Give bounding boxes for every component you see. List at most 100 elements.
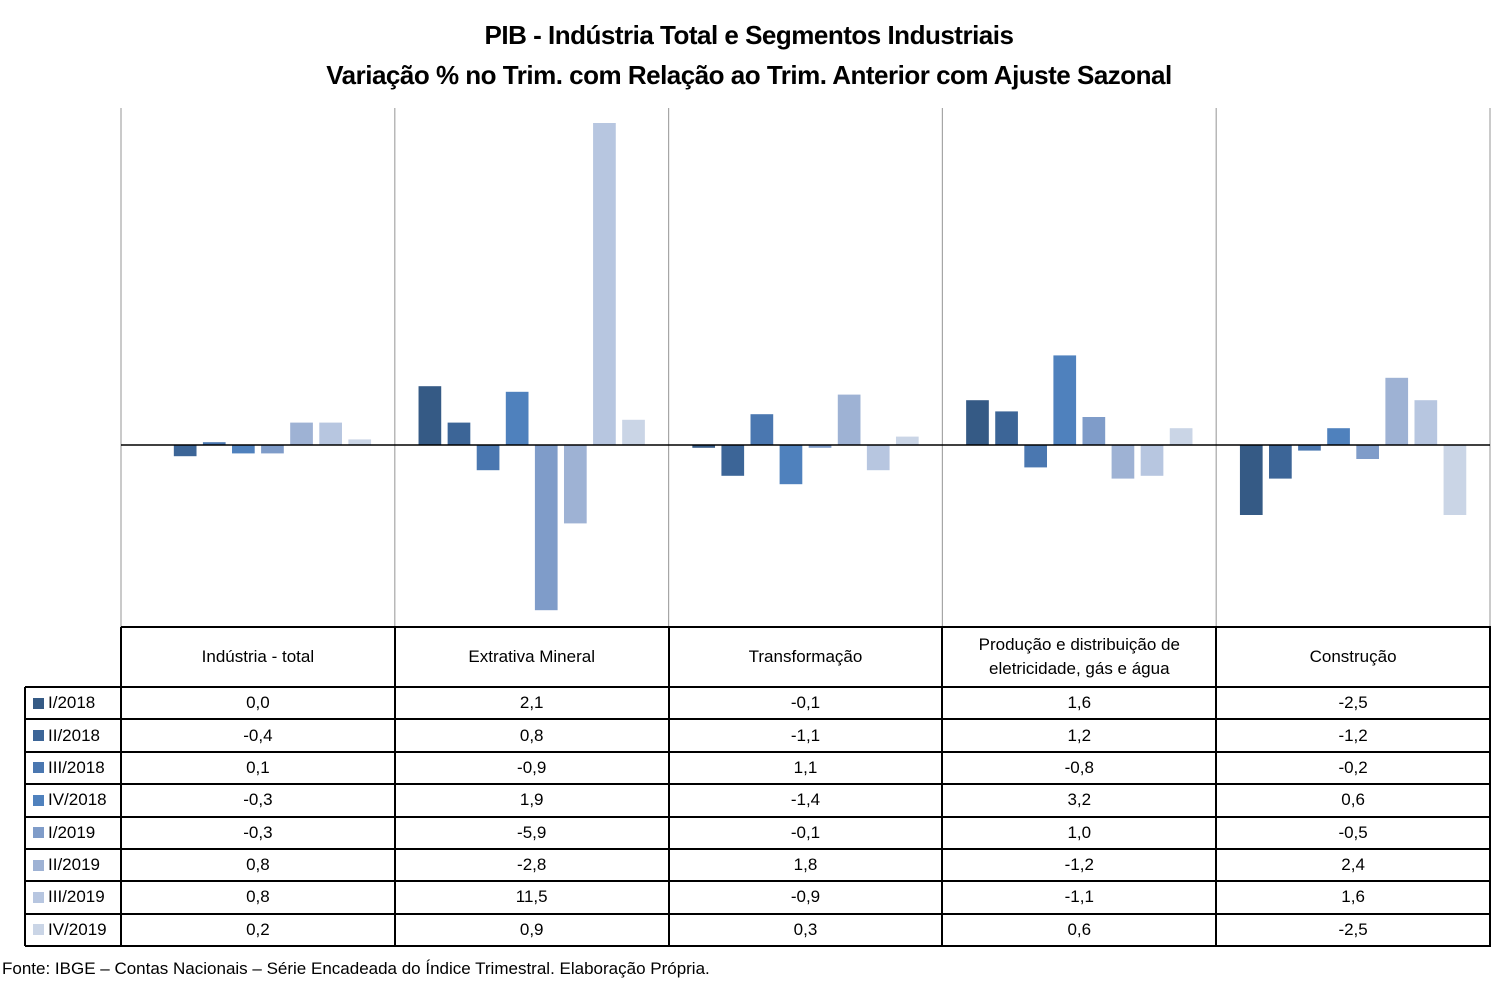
legend-label: III/2018 (48, 757, 105, 777)
data-label: -1,2 (1064, 855, 1094, 875)
legend-swatch-icon (33, 859, 44, 871)
legend-swatch-icon (33, 730, 44, 742)
data-label: -2,5 (1338, 693, 1368, 713)
data-label: 11,5 (515, 887, 548, 907)
data-label: 0,2 (246, 919, 270, 939)
table-row-border (25, 750, 1491, 753)
legend-entry: II/2018 (25, 719, 121, 751)
table-row-border (25, 880, 1491, 883)
data-label: 1,9 (519, 790, 544, 810)
legend-entry: II/2019 (25, 849, 121, 881)
data-label: 1,6 (1341, 887, 1365, 907)
bar-III-2019-0 (319, 422, 342, 445)
source-note: Fonte: IBGE – Contas Nacionais – Série E… (2, 959, 710, 978)
bar-III-2018-0 (202, 442, 226, 445)
bar-II-2019-2 (837, 394, 861, 445)
legend-label: I/2018 (48, 693, 96, 713)
data-label: 0,6 (1341, 790, 1365, 810)
data-label: 0,8 (246, 887, 270, 907)
legend-entry: I/2019 (25, 817, 121, 849)
bar-I-2019-0 (261, 445, 284, 454)
bar-III-2019-3 (1140, 445, 1164, 476)
data-label: -1,1 (790, 725, 821, 745)
bar-II-2018-0 (173, 445, 197, 457)
bar-IV-2018-4 (1327, 428, 1350, 445)
table-row-border (25, 847, 1491, 850)
legend-swatch-icon (33, 891, 44, 903)
bar-I-2019-3 (1082, 417, 1106, 445)
legend-swatch-icon (33, 924, 44, 936)
bar-II-2019-0 (290, 422, 313, 445)
data-label: -2,8 (517, 855, 547, 875)
data-label: 0,6 (1067, 919, 1092, 939)
chart-subtitle: Variação % no Trim. com Relação ao Trim.… (326, 60, 1172, 90)
legend-entry: IV/2019 (25, 914, 121, 946)
data-label: -0,9 (790, 887, 821, 907)
legend-swatch-icon (33, 794, 44, 806)
data-label: -1,4 (790, 790, 821, 810)
bar-IV-2019-3 (1169, 428, 1193, 445)
bar-I-2018-2 (692, 445, 716, 448)
table-column-border (667, 627, 670, 946)
data-label: -1,1 (1064, 887, 1094, 907)
table-row-border (25, 718, 1491, 721)
bar-III-2018-2 (750, 414, 774, 445)
legend-label: I/2019 (48, 822, 96, 842)
table-row-border (25, 783, 1491, 786)
table-row-border (25, 945, 1491, 947)
bar-IV-2018-1 (505, 391, 529, 445)
table-header-category: Construção (1309, 647, 1397, 666)
table-column-border (120, 627, 122, 946)
bar-II-2018-1 (447, 422, 471, 445)
data-label: -1,2 (1338, 725, 1368, 745)
data-label: -0,4 (243, 725, 273, 745)
data-label: 0,3 (793, 919, 818, 939)
legend-label: II/2018 (48, 725, 100, 745)
legend-entry: III/2018 (25, 752, 121, 784)
bar-III-2018-3 (1024, 445, 1048, 468)
bar-III-2018-4 (1298, 445, 1321, 451)
bar-II-2019-1 (563, 445, 587, 524)
data-label: -0,2 (1338, 757, 1368, 777)
data-label: 2,4 (1341, 855, 1365, 875)
bar-II-2018-4 (1269, 445, 1292, 479)
table-header-category: Produção e distribuição de eletricidade,… (978, 635, 1180, 678)
legend-entry: III/2019 (25, 881, 121, 913)
data-label: 2,1 (519, 693, 544, 713)
data-label: -0,5 (1338, 822, 1368, 842)
bar-IV-2019-0 (348, 439, 372, 445)
legend-swatch-icon (33, 697, 44, 709)
data-label: 0,8 (246, 855, 270, 875)
data-label: -5,9 (517, 822, 547, 842)
legend-label: II/2019 (48, 855, 100, 875)
data-label: 1,2 (1067, 725, 1092, 745)
legend-swatch-icon (33, 827, 44, 839)
table-header-category: Transformação (748, 647, 863, 666)
bar-IV-2019-2 (895, 436, 919, 445)
table-row-border (25, 815, 1491, 818)
table-border (121, 626, 1491, 628)
data-label: 1,0 (1067, 822, 1092, 842)
chart-title: PIB - Indústria Total e Segmentos Indust… (484, 20, 1014, 50)
data-label: 0,0 (246, 693, 270, 713)
bar-IV-2018-0 (232, 445, 255, 454)
table-row-border (25, 912, 1491, 915)
bar-III-2019-4 (1414, 400, 1438, 445)
bar-I-2018-3 (966, 400, 989, 445)
bar-I-2018-4 (1239, 445, 1263, 515)
bar-III-2018-1 (476, 445, 500, 471)
bar-IV-2018-2 (779, 445, 803, 485)
legend-label: IV/2018 (48, 790, 107, 810)
table-column-border (941, 627, 944, 946)
bar-I-2019-4 (1356, 445, 1379, 459)
bar-I-2019-2 (808, 445, 832, 448)
bar-I-2019-1 (534, 445, 558, 611)
legend-label: III/2019 (48, 887, 105, 907)
data-label: 0,1 (246, 757, 270, 777)
data-label: -0,1 (790, 822, 821, 842)
bar-II-2019-4 (1385, 377, 1409, 445)
bar-II-2018-2 (721, 445, 745, 476)
legend-label: IV/2019 (48, 919, 107, 939)
data-label: 0,9 (519, 919, 544, 939)
